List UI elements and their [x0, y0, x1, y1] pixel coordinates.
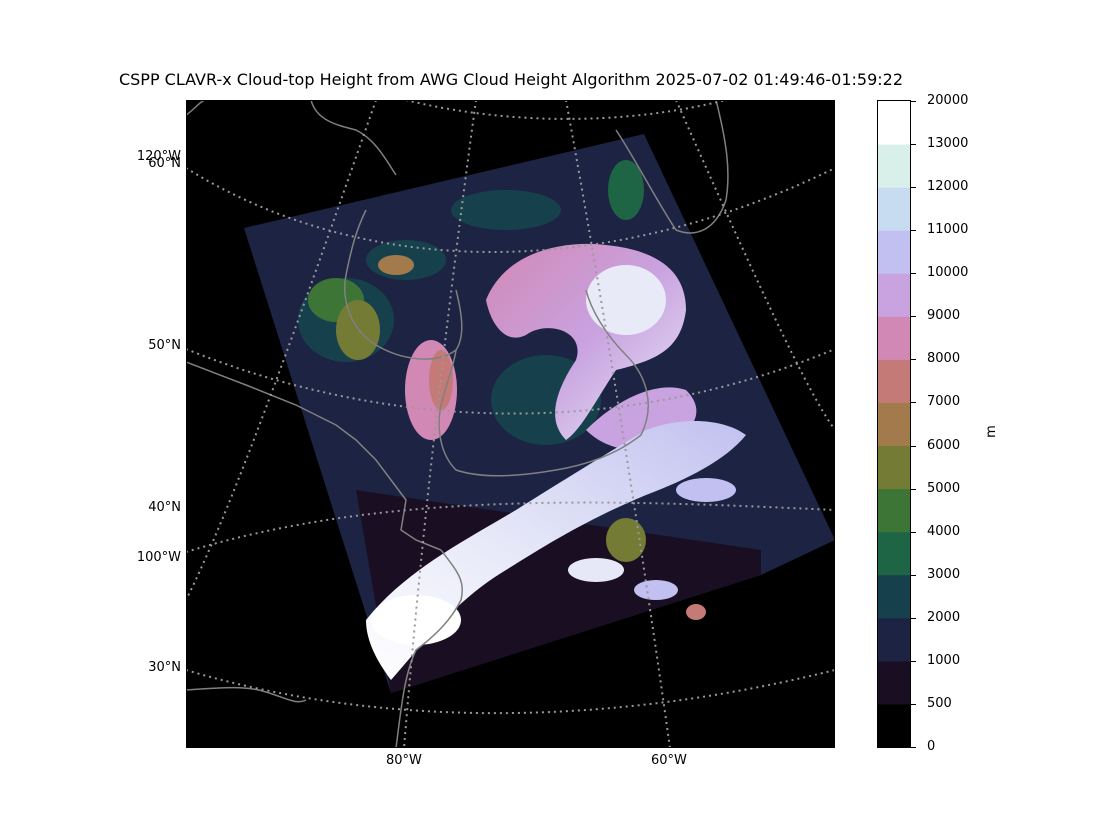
- colorbar-tick-mark: [911, 101, 916, 102]
- colorbar-tick-mark: [911, 402, 916, 404]
- colorbar-bin: [878, 445, 910, 490]
- cloud-patch: [451, 190, 561, 230]
- lat-label-60n: 60°N: [148, 156, 181, 171]
- swath-lower-fill: [356, 490, 761, 693]
- colorbar-unit-label: m: [983, 425, 999, 438]
- lat-label-40n: 40°N: [148, 500, 181, 515]
- cloud-patch: [568, 558, 624, 582]
- colorbar-tick-label: 10000: [927, 265, 969, 281]
- colorbar-tick-label: 500: [927, 695, 952, 711]
- colorbar-bin: [878, 574, 910, 619]
- gridline-meridian: [675, 100, 835, 431]
- lon-label-60w: 60°W: [651, 753, 687, 768]
- coastline: [186, 361, 442, 551]
- colorbar: [877, 100, 911, 748]
- colorbar-tick-mark: [911, 574, 916, 576]
- cloud-patch: [378, 255, 414, 275]
- colorbar-bin: [878, 488, 910, 533]
- colorbar-bin: [878, 187, 910, 231]
- colorbar-tick-label: 6000: [927, 437, 961, 453]
- colorbar-tick-mark: [911, 617, 916, 619]
- map-frame: [186, 100, 835, 748]
- cloud-patch: [429, 350, 453, 410]
- colorbar-bin: [878, 273, 910, 317]
- colorbar-tick-mark: [911, 488, 916, 490]
- cloud-patch: [634, 580, 678, 600]
- lat-label-30n: 30°N: [148, 660, 181, 675]
- colorbar-tick-label: 0: [927, 739, 936, 754]
- colorbar-tick-mark: [911, 703, 916, 705]
- colorbar-tick-label: 11000: [927, 222, 969, 238]
- coastline: [344, 209, 463, 360]
- colorbar-tick-mark: [911, 230, 916, 232]
- cloud-height-map: [186, 100, 835, 748]
- coastline: [438, 289, 649, 477]
- colorbar-bin: [878, 230, 910, 274]
- colorbar-tick-label: 20000: [927, 93, 969, 108]
- colorbar-tick-label: 13000: [927, 136, 969, 152]
- colorbar-tick-label: 4000: [927, 523, 961, 539]
- colorbar-tick-mark: [911, 445, 916, 447]
- lon-label-120w: 120°W: [136, 149, 181, 164]
- colorbar-tick-label: 8000: [927, 351, 961, 367]
- colorbar-tick-label: 7000: [927, 394, 961, 410]
- colorbar-tick-label: 5000: [927, 480, 961, 496]
- colorbar-tick-label: 2000: [927, 609, 961, 625]
- colorbar-bin: [878, 703, 910, 748]
- colorbar-tick-mark: [911, 316, 916, 318]
- coastline: [310, 100, 397, 176]
- colorbar-tick-mark: [911, 747, 916, 748]
- gridline-meridian: [403, 100, 477, 748]
- lon-label-100w: 100°W: [136, 550, 181, 565]
- lon-label-80w: 80°W: [386, 753, 422, 768]
- colorbar-tick-label: 1000: [927, 652, 961, 668]
- coastline: [395, 549, 463, 748]
- figure-title: CSPP CLAVR-x Cloud-top Height from AWG C…: [118, 70, 904, 89]
- cloud-patch: [686, 604, 706, 620]
- colorbar-bin: [878, 402, 910, 447]
- coastline: [615, 100, 729, 234]
- gridline-parallel: [186, 167, 835, 253]
- colorbar-bin: [878, 531, 910, 576]
- frontal-cloud-band: [366, 420, 746, 680]
- cloud-patch: [676, 478, 736, 502]
- colorbar-bin: [878, 144, 910, 188]
- colorbar-bin: [878, 660, 910, 705]
- cloud-patch: [606, 518, 646, 562]
- colorbar-tick-mark: [911, 359, 916, 361]
- colorbar-tick-mark: [911, 273, 916, 275]
- cloud-patch: [336, 300, 380, 360]
- colorbar-tick-mark: [911, 531, 916, 533]
- colorbar-frame: [877, 100, 911, 748]
- colorbar-bin: [878, 316, 910, 360]
- colorbar-tick-mark: [911, 187, 916, 189]
- cloud-patch: [608, 160, 644, 220]
- colorbar-bin: [878, 617, 910, 662]
- storm-core: [586, 265, 666, 335]
- colorbar-tick-label: 3000: [927, 566, 961, 582]
- gridline-parallel: [186, 348, 835, 415]
- colorbar-tick-label: 12000: [927, 179, 969, 195]
- colorbar-bin: [878, 359, 910, 403]
- lat-label-50n: 50°N: [148, 338, 181, 353]
- colorbar-tick-mark: [911, 660, 916, 662]
- colorbar-tick-label: 9000: [927, 308, 961, 324]
- coastline: [186, 686, 307, 703]
- colorbar-bin: [878, 101, 910, 145]
- colorbar-tick-mark: [911, 144, 916, 146]
